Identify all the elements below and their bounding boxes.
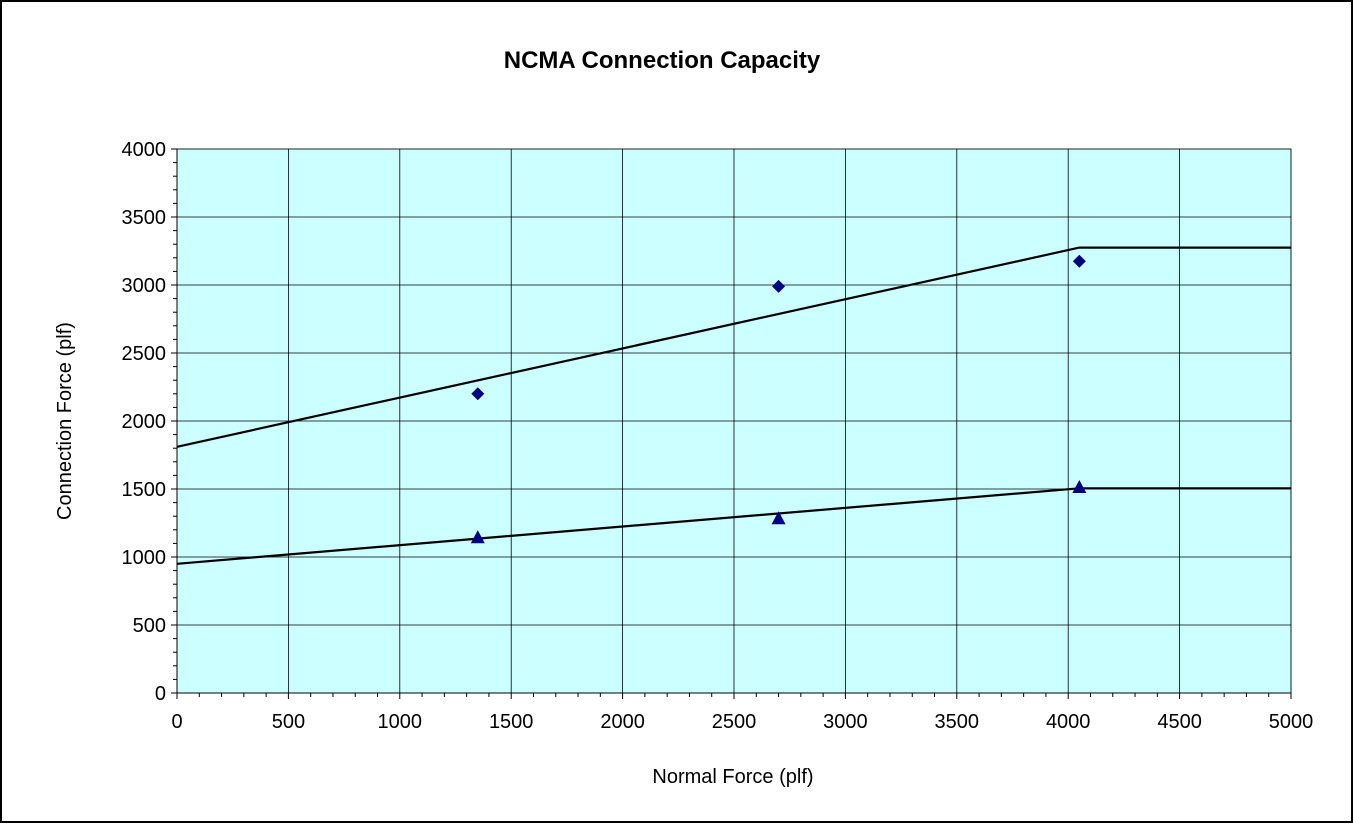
data-markers [470,254,1087,544]
y-tick-label: 3500 [122,207,167,229]
axes [171,148,1292,699]
y-tick-label: 1500 [122,479,167,501]
x-tick-label: 4500 [1157,711,1202,733]
x-tick-label: 500 [272,711,305,733]
x-tick-label: 3500 [935,711,980,733]
y-axis-label: Connection Force (plf) [54,322,76,520]
y-tick-label: 2000 [122,411,167,433]
y-tick-label: 4000 [122,139,167,161]
x-tick-label: 5000 [1269,711,1314,733]
x-axis-label: Normal Force (plf) [652,766,813,788]
x-tick-label: 2500 [712,711,757,733]
y-tick-labels: 0 500 1000 1500 2000 2500 3000 3500 4000 [122,139,167,705]
x-tick-label: 2000 [600,711,645,733]
x-tick-label: 1500 [489,711,534,733]
y-tick-label: 1000 [122,547,167,569]
y-tick-label: 500 [133,615,166,637]
chart-title: NCMA Connection Capacity [504,47,821,74]
y-tick-label: 3000 [122,275,167,297]
y-tick-label: 0 [155,683,166,705]
diamond-marker [772,279,786,293]
capacity-line [176,246,1291,448]
x-tick-labels: 0 500 1000 1500 2000 2500 3000 3500 4000 4500 5000 [171,711,1313,733]
x-tick-label: 3000 [823,711,868,733]
diamond-marker [1072,254,1086,268]
triangle-marker [771,511,786,525]
gridlines [177,148,1292,693]
x-tick-label: 4000 [1046,711,1091,733]
triangle-marker [1072,479,1087,493]
x-tick-label: 1000 [378,711,423,733]
y-tick-label: 2500 [122,343,167,365]
diamond-marker [471,387,485,401]
triangle-marker [470,530,485,544]
x-tick-label: 0 [171,711,182,733]
